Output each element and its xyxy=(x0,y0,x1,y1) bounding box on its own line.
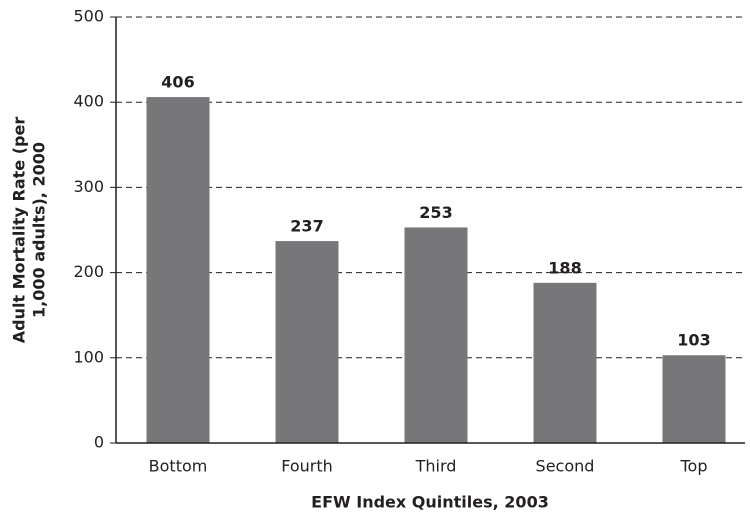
y-axis-title: Adult Mortality Rate (per xyxy=(10,117,29,344)
y-tick-label: 300 xyxy=(73,177,104,196)
y-axis-title: 1,000 adults), 2000 xyxy=(30,142,49,318)
x-tick-label: Second xyxy=(536,457,595,476)
data-label: 253 xyxy=(419,203,452,222)
x-tick-label: Top xyxy=(680,457,708,476)
x-tick-label: Bottom xyxy=(149,457,208,476)
data-label: 237 xyxy=(290,217,323,236)
y-tick-label: 400 xyxy=(73,92,104,111)
data-label: 103 xyxy=(677,331,710,350)
y-tick-label: 500 xyxy=(73,7,104,26)
bar xyxy=(146,97,210,443)
x-tick-label: Third xyxy=(415,457,457,476)
data-label: 406 xyxy=(161,73,194,92)
y-tick-label: 200 xyxy=(73,262,104,281)
bar xyxy=(662,355,726,443)
x-axis-title: EFW Index Quintiles, 2003 xyxy=(311,493,549,512)
bar xyxy=(404,227,468,443)
data-label: 188 xyxy=(548,258,581,277)
bar xyxy=(533,282,597,443)
bar xyxy=(275,241,339,443)
x-tick-label: Fourth xyxy=(281,457,333,476)
y-tick-label: 0 xyxy=(94,433,104,452)
y-tick-label: 100 xyxy=(73,347,104,366)
